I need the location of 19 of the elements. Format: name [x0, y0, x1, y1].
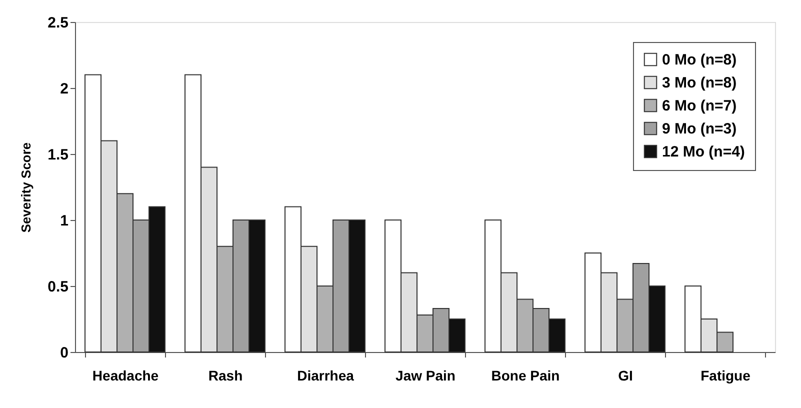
- y-tick-label: 2: [60, 80, 68, 98]
- y-tick-label: 0: [60, 344, 68, 362]
- x-tick-label: Diarrhea: [297, 368, 354, 384]
- x-tick-label: Fatigue: [700, 368, 751, 384]
- y-tick-label: 0.5: [48, 278, 68, 296]
- y-axis-title: Severity Score: [18, 142, 34, 233]
- legend-label: 6 Mo (n=7): [662, 98, 737, 114]
- y-tick-label: 1: [60, 212, 68, 230]
- y-tick-label: 2.5: [48, 14, 68, 32]
- legend-label: 0 Mo (n=8): [662, 52, 737, 68]
- legend-label: 3 Mo (n=8): [662, 74, 737, 92]
- x-tick-label: Rash: [208, 368, 243, 384]
- x-tick-label: Bone Pain: [491, 368, 560, 384]
- legend-label: 12 Mo (n=4): [662, 144, 745, 160]
- y-tick-label: 1.5: [48, 146, 68, 164]
- x-tick-label: Jaw Pain: [396, 368, 456, 384]
- x-tick-label: Headache: [92, 368, 159, 384]
- x-tick-label: GI: [618, 368, 633, 384]
- legend-label: 9 Mo (n=3): [662, 120, 737, 138]
